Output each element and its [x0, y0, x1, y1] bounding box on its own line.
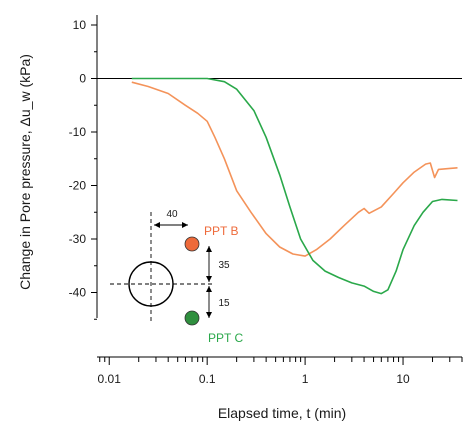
arrowhead-right-icon	[182, 222, 188, 228]
x-tick-label: 0.1	[199, 372, 216, 386]
y-tick-label: -40	[69, 286, 87, 300]
y-tick-label: 10	[73, 18, 87, 32]
dimension-label-horizontal: 40	[166, 209, 178, 220]
inset-pile-circle	[128, 261, 174, 307]
y-tick-label: -20	[69, 179, 87, 193]
ppt-inset-diagram: 40 35 15 PPT B PPT C	[110, 209, 243, 345]
y-ticks: 10 0 -10 -20 -30 -40	[69, 18, 97, 320]
ppt-c-marker	[184, 310, 200, 326]
y-axis-title: Change in Pore pressure, Δu_w (kPa)	[17, 54, 33, 290]
arrowhead-left-icon	[154, 222, 160, 228]
x-axis-title: Elapsed time, t (min)	[218, 405, 346, 421]
x-tick-label: 0.01	[98, 372, 122, 386]
y-tick-label: -10	[69, 125, 87, 139]
x-tick-label: 1	[302, 372, 309, 386]
arrowhead-down-icon	[206, 276, 212, 282]
series-layer	[131, 77, 458, 295]
series-line-ppt-b	[131, 81, 458, 257]
x-ticks: 0.01 0.1 1 10	[98, 357, 463, 386]
arrowhead-up-icon	[206, 246, 212, 252]
ppt-b-marker	[184, 236, 200, 252]
y-tick-label: 0	[79, 72, 86, 86]
x-tick-label: 10	[396, 372, 410, 386]
dimension-label-vertical-bottom: 15	[218, 298, 230, 309]
ppt-c-label: PPT C	[208, 331, 243, 345]
y-tick-label: -30	[69, 232, 87, 246]
arrowhead-up-icon	[206, 286, 212, 292]
series-line-ppt-c	[131, 77, 458, 295]
arrowhead-down-icon	[206, 312, 212, 318]
ppt-b-label: PPT B	[204, 224, 238, 238]
dimension-label-vertical-top: 35	[218, 260, 230, 271]
